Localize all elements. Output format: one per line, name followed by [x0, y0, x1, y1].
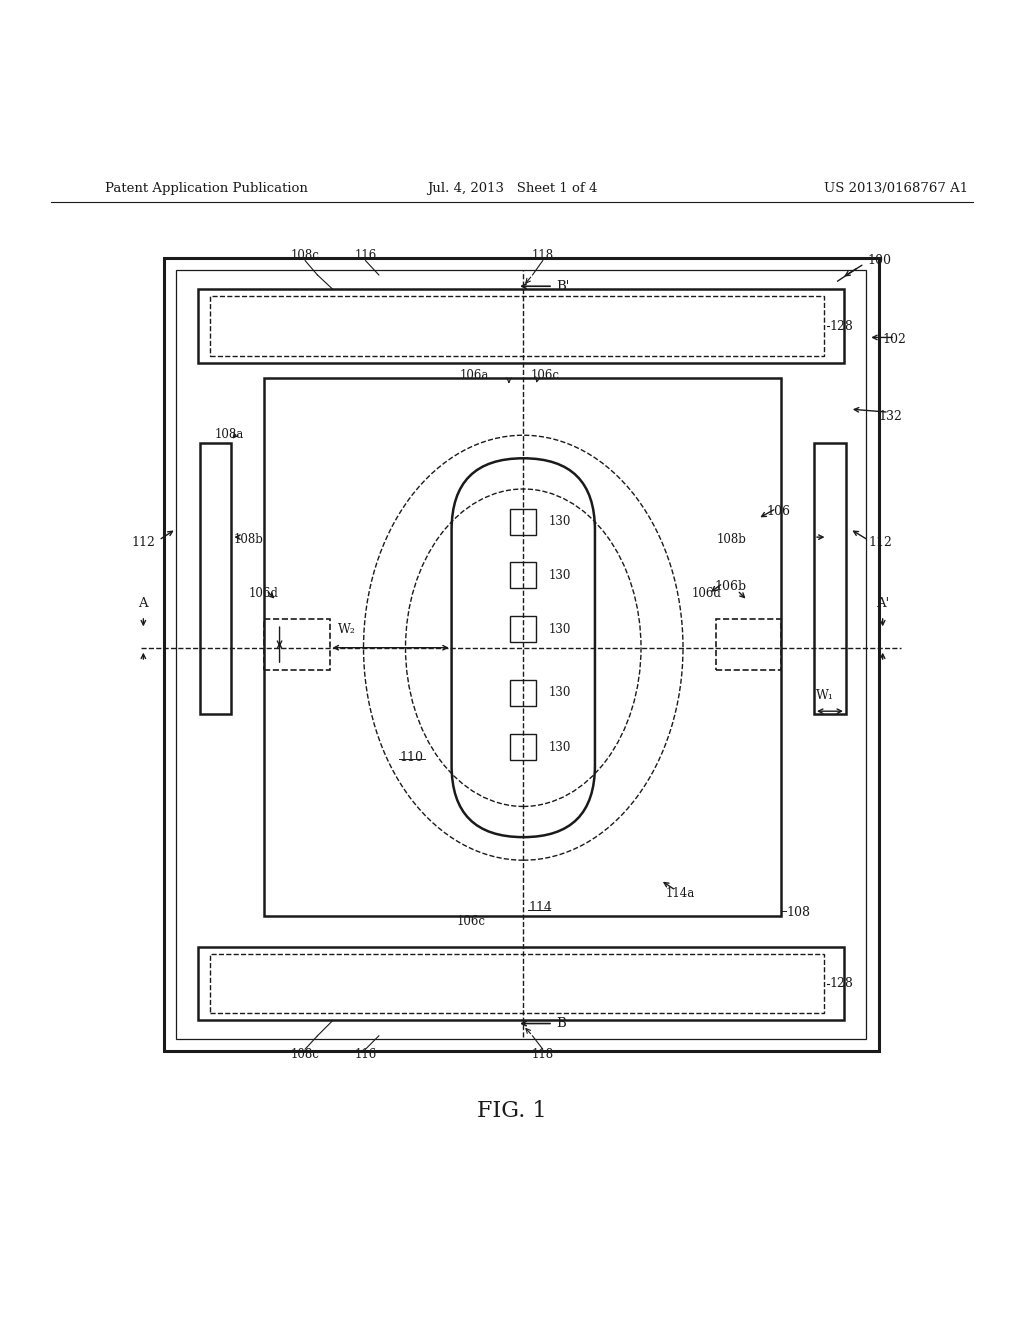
Bar [198, 289, 844, 363]
Text: Patent Application Publication: Patent Application Publication [105, 182, 308, 195]
Bar [198, 946, 844, 1020]
Text: 118: 118 [531, 1048, 554, 1061]
Text: 108a: 108a [215, 428, 245, 441]
Bar [264, 619, 330, 671]
Text: 130: 130 [549, 623, 570, 636]
Text: 106b: 106b [715, 579, 746, 593]
Text: US 2013/0168767 A1: US 2013/0168767 A1 [824, 182, 968, 195]
Text: B': B' [556, 280, 569, 293]
Text: 106d: 106d [249, 587, 279, 599]
Text: W₂: W₂ [338, 623, 355, 636]
Text: 130: 130 [549, 515, 570, 528]
Text: 108c: 108c [291, 249, 319, 261]
Text: 130: 130 [549, 569, 570, 582]
Text: 106d: 106d [691, 587, 721, 599]
Text: 130: 130 [549, 741, 570, 754]
Bar [210, 297, 824, 356]
Text: 106c: 106c [530, 368, 559, 381]
Bar [264, 379, 781, 916]
Text: 108b: 108b [233, 533, 263, 545]
Bar [510, 734, 537, 760]
Text: Jul. 4, 2013   Sheet 1 of 4: Jul. 4, 2013 Sheet 1 of 4 [427, 182, 597, 195]
Text: 130: 130 [549, 686, 570, 700]
Text: 128: 128 [829, 319, 853, 333]
Text: B: B [556, 1016, 566, 1030]
Text: 108c: 108c [291, 1048, 319, 1061]
Bar [210, 954, 824, 1014]
Text: 108b: 108b [717, 533, 746, 545]
Text: 100: 100 [867, 255, 891, 267]
Text: 110: 110 [399, 751, 423, 764]
Text: 116: 116 [354, 1048, 377, 1061]
Text: 106c: 106c [457, 915, 485, 928]
Text: 128: 128 [829, 977, 853, 990]
Bar [200, 444, 231, 714]
Text: A': A' [877, 597, 889, 610]
Text: A: A [138, 597, 148, 610]
Text: 114a: 114a [666, 887, 695, 900]
Text: 112: 112 [132, 536, 156, 549]
Bar [716, 619, 781, 671]
Bar [164, 257, 879, 1051]
Text: 106: 106 [766, 506, 790, 517]
Text: 132: 132 [879, 409, 902, 422]
Bar [510, 616, 537, 642]
Text: 112: 112 [868, 536, 892, 549]
Text: 118: 118 [531, 249, 554, 261]
Bar [176, 269, 866, 1039]
Bar [510, 562, 537, 587]
Text: W₁: W₁ [816, 689, 834, 702]
Text: 114: 114 [528, 902, 552, 915]
Bar [814, 444, 846, 714]
Text: 106a: 106a [460, 368, 489, 381]
Text: FIG. 1: FIG. 1 [477, 1100, 547, 1122]
Bar [510, 680, 537, 706]
Text: 108: 108 [786, 907, 810, 920]
Text: 116: 116 [354, 249, 377, 261]
Text: 102: 102 [883, 333, 906, 346]
Bar [510, 510, 537, 535]
